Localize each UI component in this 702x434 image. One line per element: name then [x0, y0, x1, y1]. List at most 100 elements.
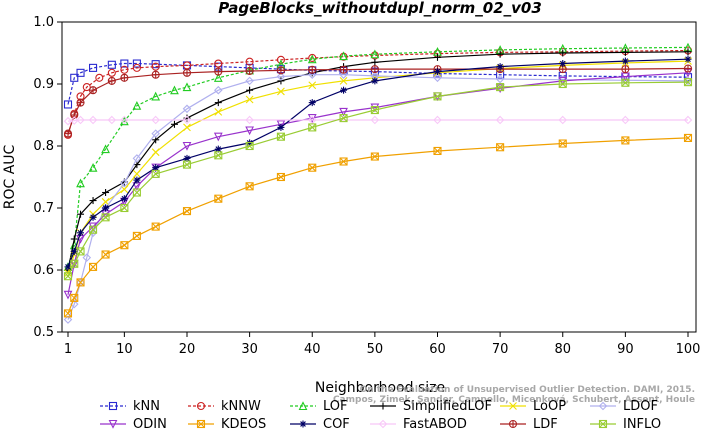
data-point-cof: [371, 77, 379, 85]
legend-item-cof: COF: [290, 417, 350, 432]
data-point-knn: [132, 59, 141, 68]
data-point-ldof: [82, 253, 92, 262]
data-point-simplifiedlof: [621, 48, 629, 56]
data-point-simplifiedlof: [102, 189, 110, 196]
data-point-cof: [684, 55, 692, 63]
x-tick-label: 80: [554, 342, 571, 357]
data-point-simplifiedlof: [89, 197, 97, 205]
data-point-ldf: [339, 65, 348, 74]
x-tick-label: 20: [179, 342, 196, 357]
data-point-inflo: [182, 160, 192, 169]
legend-label: LDF: [533, 417, 558, 432]
series-line-simplifiedlof: [67, 51, 689, 271]
data-point-inflo: [76, 247, 85, 256]
data-point-inflo: [245, 141, 254, 151]
legend-marker: [509, 402, 517, 410]
legend-label: kNNW: [221, 399, 261, 414]
data-point-knnw: [107, 68, 116, 77]
legend-marker: [508, 419, 518, 429]
legend-item-simplifiedlof: SimplifiedLOF: [370, 399, 492, 414]
data-point-inflo: [339, 114, 348, 123]
data-point-ldof: [495, 74, 505, 84]
x-tick-label: 70: [492, 342, 509, 357]
data-point-ldof: [120, 178, 129, 188]
data-point-ldf: [621, 65, 630, 74]
data-point-kdeos: [214, 194, 223, 203]
data-point-knn: [76, 68, 85, 77]
data-point-kdeos: [276, 172, 285, 182]
legend-item-knnw: kNNW: [188, 399, 261, 414]
legend-marker: [378, 419, 388, 429]
data-point-cof: [133, 176, 141, 184]
x-tick-label: 90: [617, 342, 634, 357]
data-point-fastabod: [245, 115, 254, 125]
data-point-kdeos: [76, 278, 85, 287]
x-tick-label: 10: [116, 342, 133, 357]
data-point-ldof: [433, 73, 442, 83]
data-point-inflo: [151, 169, 160, 178]
legend-item-ldf: LDF: [500, 417, 558, 432]
data-point-kdeos: [63, 309, 73, 318]
data-point-odin: [339, 107, 348, 117]
data-point-ldf: [683, 64, 693, 73]
data-point-lof: [307, 54, 317, 64]
data-point-lof: [339, 51, 348, 61]
data-point-kdeos: [89, 262, 98, 271]
series-simplifiedlof: [64, 48, 692, 274]
data-point-cof: [89, 213, 97, 221]
data-point-fastabod: [151, 115, 160, 125]
data-point-cof: [559, 60, 567, 68]
data-point-ldof: [245, 76, 254, 86]
data-point-cof: [621, 57, 629, 65]
data-point-kdeos: [120, 241, 129, 250]
x-tick-label: 40: [304, 342, 321, 357]
data-point-knnw: [82, 83, 91, 92]
series-line-cof: [67, 58, 689, 268]
data-point-simplifiedlof: [246, 86, 254, 94]
data-point-knn: [63, 100, 73, 109]
data-point-cof: [496, 63, 504, 71]
data-point-simplifiedlof: [371, 58, 379, 66]
data-point-inflo: [89, 225, 98, 234]
x-axis-title: Neighborhood size: [315, 380, 445, 396]
data-point-kdeos: [151, 222, 160, 231]
x-axis: 1 10 20 30 40 50 60 70 80 90 100: [64, 332, 700, 357]
data-point-kdeos: [101, 250, 110, 259]
legend-label: LoOP: [533, 399, 566, 414]
data-point-fastabod: [120, 115, 129, 125]
x-tick-label: 50: [367, 342, 384, 357]
y-axis: 0.5 0.6 0.7 0.8 0.9 1.0: [33, 15, 62, 340]
data-point-loop: [183, 123, 191, 132]
data-point-ldof: [63, 315, 73, 324]
data-point-lof: [170, 85, 179, 95]
plot-frame: [61, 21, 697, 333]
series-line-loop: [67, 60, 689, 274]
data-point-odin: [245, 126, 255, 136]
y-tick-label: 0.8: [33, 139, 54, 154]
data-point-ldf: [107, 76, 116, 85]
data-point-fastabod: [107, 115, 117, 125]
legend-marker: [379, 402, 387, 410]
data-point-lof: [101, 144, 110, 154]
data-point-inflo: [621, 78, 630, 87]
series-line-knnw: [67, 49, 689, 135]
legend-label: KDEOS: [221, 417, 266, 432]
data-point-lof: [182, 82, 192, 92]
series-cof: [64, 55, 692, 271]
data-point-inflo: [683, 78, 693, 87]
legend-marker: [108, 401, 118, 411]
data-point-loop: [132, 170, 141, 178]
y-tick-label: 0.9: [33, 77, 54, 92]
data-point-simplifiedlof: [496, 50, 504, 58]
data-point-loop: [277, 87, 285, 96]
data-point-lof: [76, 178, 85, 188]
series-kdeos: [63, 133, 693, 318]
data-point-lof: [370, 49, 380, 59]
data-point-kdeos: [433, 146, 442, 156]
legend-item-kdeos: KDEOS: [188, 417, 266, 432]
legend-item-knn: kNN: [100, 399, 160, 414]
data-point-knnw: [214, 59, 223, 68]
data-point-kdeos: [308, 163, 317, 172]
legend-item-fastabod: FastABOD: [370, 417, 467, 432]
credit-line-2: On the Evaluation of Unsupervised Outlie…: [360, 385, 695, 395]
